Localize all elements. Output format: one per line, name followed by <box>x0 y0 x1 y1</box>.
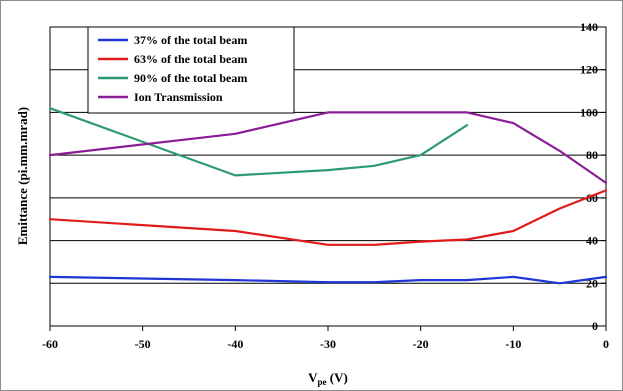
series-line <box>48 111 608 184</box>
x-tick-label: 0 <box>603 337 609 351</box>
x-tick-label: -10 <box>505 337 521 351</box>
y-tick-label: 100 <box>580 105 598 119</box>
series-line <box>48 189 608 246</box>
x-axis: -60 -50 -40 -30 -20 -10 0 <box>42 326 609 351</box>
y-axis-title: Emittance (pi.mm.mrad) <box>15 107 30 245</box>
x-axis-title-main: V <box>308 370 318 385</box>
x-axis-title-unit: (V) <box>327 370 348 385</box>
legend-label: 90% of the total beam <box>134 71 247 85</box>
x-axis-title: Vpe (V) <box>308 370 348 387</box>
series-lines <box>48 107 608 285</box>
x-tick-label: -60 <box>42 337 58 351</box>
legend-label: 37% of the total beam <box>134 33 247 47</box>
series-line <box>48 107 469 177</box>
legend-label: Ion Transmission <box>134 90 223 104</box>
series-line <box>48 275 608 285</box>
x-tick-label: -20 <box>413 337 429 351</box>
x-axis-title-subscript: pe <box>318 377 327 387</box>
x-tick-label: -40 <box>227 337 243 351</box>
y-tick-label: 40 <box>586 234 598 248</box>
y-tick-label: 0 <box>592 319 598 333</box>
x-tick-label: -30 <box>320 337 336 351</box>
legend: 37% of the total beam 63% of the total be… <box>87 26 295 114</box>
y-tick-label: 140 <box>580 20 598 34</box>
y-tick-label: 120 <box>580 63 598 77</box>
legend-box <box>87 26 295 114</box>
x-tick-label: -50 <box>135 337 151 351</box>
legend-label: 63% of the total beam <box>134 52 247 66</box>
y-tick-label: 80 <box>586 148 598 162</box>
